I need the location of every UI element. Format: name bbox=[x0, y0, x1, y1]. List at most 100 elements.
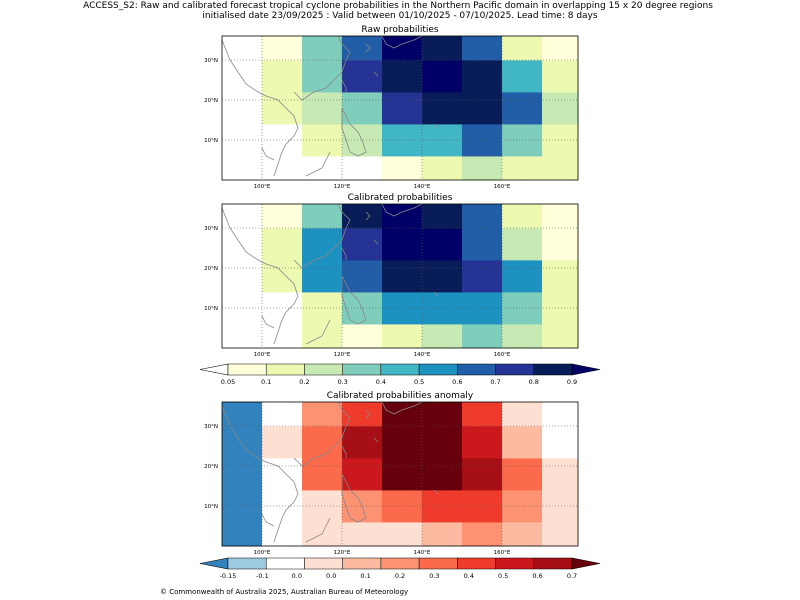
heatmap-cell bbox=[542, 204, 579, 229]
coastline bbox=[381, 402, 423, 415]
colorbar-tick-label: 0.5 bbox=[498, 572, 508, 580]
heatmap-cell bbox=[462, 60, 503, 93]
colorbar-segment bbox=[418, 363, 458, 376]
heatmap-cell bbox=[502, 324, 543, 349]
heatmap-cell bbox=[462, 324, 503, 349]
heatmap-cell bbox=[462, 36, 503, 61]
x-tick-label: 160°E bbox=[494, 550, 511, 556]
heatmap-cell bbox=[382, 36, 423, 61]
heatmap-cell bbox=[342, 522, 383, 547]
colorbar-tick-label: 0.7 bbox=[567, 572, 577, 580]
heatmap-cell bbox=[302, 124, 343, 157]
colorbar-segment bbox=[342, 557, 382, 570]
heatmap-cell bbox=[542, 36, 579, 61]
heatmap-cell bbox=[542, 292, 579, 325]
heatmap-cell bbox=[262, 228, 303, 261]
heatmap-cell bbox=[422, 458, 463, 491]
heatmap-cell bbox=[342, 426, 383, 459]
colorbar-segment bbox=[265, 557, 305, 570]
colorbar-tick-label: 0.4 bbox=[464, 572, 474, 580]
heatmap-cell bbox=[542, 426, 579, 459]
x-tick-label: 120°E bbox=[334, 352, 351, 358]
colorbar-tick-label: 0.1 bbox=[261, 378, 271, 386]
x-tick-label: 120°E bbox=[334, 550, 351, 556]
heatmap-cell bbox=[462, 522, 503, 547]
heatmap-cell bbox=[302, 402, 343, 427]
panel-title: Calibrated probabilities bbox=[348, 193, 453, 203]
heatmap-cell bbox=[222, 36, 263, 61]
heatmap-cell bbox=[302, 260, 343, 293]
heatmap-cell bbox=[382, 458, 423, 491]
colorbar-tick-label: 0.8 bbox=[529, 378, 539, 386]
heatmap-cell bbox=[262, 204, 303, 229]
heatmap-cell bbox=[302, 292, 343, 325]
colorbar-tick-label: 0.9 bbox=[567, 378, 577, 386]
heatmap-cell bbox=[542, 260, 579, 293]
heatmap-cell bbox=[342, 156, 383, 181]
heatmap-cell bbox=[502, 402, 543, 427]
heatmap-cell bbox=[342, 204, 383, 229]
coastline bbox=[373, 71, 379, 77]
coastline-layer bbox=[222, 36, 439, 177]
coastline bbox=[305, 151, 331, 177]
heatmap-cell bbox=[462, 458, 503, 491]
heatmap-cell bbox=[382, 60, 423, 93]
y-tick-label: 20°N bbox=[204, 266, 218, 272]
heatmap-cell bbox=[382, 92, 423, 125]
heatmap-cell bbox=[382, 324, 423, 349]
heatmap-cell bbox=[542, 60, 579, 93]
coastline bbox=[433, 489, 439, 495]
coastline-layer bbox=[222, 204, 439, 345]
heatmap-cell bbox=[302, 228, 343, 261]
panel-title: Raw probabilities bbox=[361, 25, 439, 35]
colorbar-segment bbox=[457, 363, 496, 376]
heatmap-cell bbox=[462, 228, 503, 261]
colorbar-segment bbox=[495, 363, 535, 376]
heatmap-cell bbox=[342, 402, 383, 427]
heatmap-cell bbox=[422, 60, 463, 93]
heatmap-cell bbox=[302, 92, 343, 125]
heatmap-cell bbox=[382, 522, 423, 547]
heatmap-cell bbox=[502, 426, 543, 459]
heatmap-cell bbox=[342, 228, 383, 261]
heatmap-cell bbox=[342, 260, 383, 293]
heatmap-cell bbox=[262, 260, 303, 293]
coastline bbox=[261, 315, 275, 329]
heatmap-cell bbox=[262, 92, 303, 125]
heatmap-cell bbox=[382, 426, 423, 459]
heatmap-cell bbox=[302, 490, 343, 523]
heatmap-cell bbox=[462, 92, 503, 125]
heatmap-cell bbox=[342, 324, 383, 349]
anomaly-colorbar: -0.15 -0.1 0.0 0.0 0.1 0.2 0.3 0.4 0.5 0.6 0.7 bbox=[199, 557, 601, 580]
y-tick-label: 20°N bbox=[204, 464, 218, 470]
map-frame bbox=[221, 35, 579, 181]
colorbar-tick-label: 0.5 bbox=[414, 378, 424, 386]
coastline bbox=[381, 204, 423, 217]
coastline bbox=[433, 291, 439, 297]
heatmap-cell bbox=[422, 490, 463, 523]
colorbar-tick-label: 0.0 bbox=[326, 572, 336, 580]
heatmap-cell bbox=[222, 204, 263, 229]
colorbar-tick-label: 0.7 bbox=[490, 378, 500, 386]
probability-colorbar: 0.05 0.1 0.2 0.3 0.4 0.5 0.6 0.7 0.8 0.9 bbox=[199, 363, 601, 386]
heatmap-cell bbox=[222, 522, 263, 547]
y-tick-label: 10°N bbox=[204, 306, 218, 312]
heatmap-cell bbox=[342, 36, 383, 61]
colorbar-tick-label: 0.2 bbox=[299, 378, 309, 386]
coastline bbox=[293, 204, 351, 269]
heatmap-cell bbox=[342, 458, 383, 491]
heatmap-cell bbox=[262, 458, 303, 491]
heatmap-cell bbox=[422, 292, 463, 325]
x-tick-label: 100°E bbox=[254, 550, 271, 556]
coastline bbox=[261, 147, 275, 161]
x-tick-label: 140°E bbox=[414, 550, 431, 556]
heatmap-cell bbox=[222, 402, 263, 427]
coastline bbox=[373, 437, 379, 443]
heatmap-cell bbox=[342, 60, 383, 93]
colorbar-segment bbox=[265, 363, 305, 376]
colorbar-tick-label: 0.3 bbox=[429, 572, 439, 580]
heatmap-cell bbox=[542, 324, 579, 349]
copyright-footer: © Commonwealth of Australia 2025, Austra… bbox=[160, 588, 408, 596]
colorbar-segment bbox=[418, 557, 458, 570]
colorbar-tick-label: 0.6 bbox=[532, 572, 542, 580]
